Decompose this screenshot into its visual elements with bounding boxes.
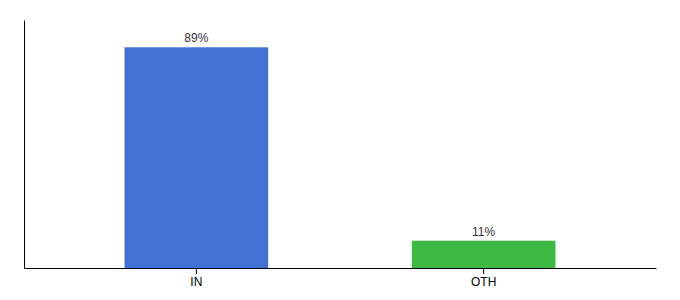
chart: IN OTH 89% 11% — [0, 0, 680, 300]
x-tick-label: IN — [190, 275, 202, 289]
bars — [125, 47, 556, 268]
data-label: 11% — [472, 225, 495, 239]
x-tick-label: OTH — [471, 275, 496, 289]
x-tick-mark — [483, 268, 484, 274]
x-tick: OTH — [471, 268, 496, 289]
y-axis — [24, 21, 25, 269]
bar — [125, 47, 269, 268]
y-axis-line — [24, 21, 25, 269]
x-tick-mark — [196, 268, 197, 274]
data-labels: 89% 11% — [184, 31, 495, 238]
x-axis: IN OTH — [25, 268, 657, 289]
bar — [412, 241, 556, 268]
x-tick: IN — [190, 268, 202, 289]
x-axis-line — [25, 268, 657, 269]
plot: IN OTH 89% 11% — [25, 21, 657, 289]
data-label: 89% — [184, 31, 208, 45]
